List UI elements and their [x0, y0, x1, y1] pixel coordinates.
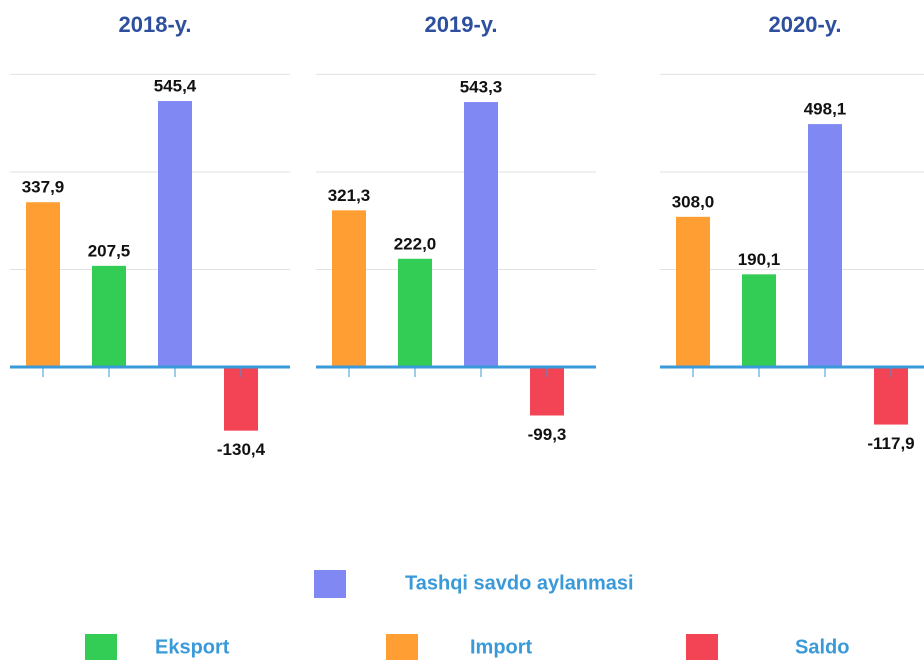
legend-label: Eksport	[155, 636, 230, 658]
chart-title: 2019-y.	[425, 12, 498, 37]
value-label: 498,1	[804, 100, 847, 119]
bar	[742, 274, 776, 368]
chart-title: 2020-y.	[769, 12, 842, 37]
value-label: 222,0	[394, 234, 437, 253]
bar	[224, 367, 258, 431]
bar	[158, 101, 192, 368]
bar	[676, 216, 710, 368]
value-label: 207,5	[88, 241, 131, 260]
legend-swatch	[314, 570, 346, 598]
value-label: 321,3	[328, 186, 371, 205]
bar	[26, 202, 60, 368]
legend-label: Tashqi savdo aylanmasi	[405, 572, 634, 594]
value-label: 543,3	[460, 78, 503, 97]
legend-swatch	[85, 634, 117, 660]
legend-label: Saldo	[795, 636, 849, 658]
chart-title: 2018-y.	[119, 12, 192, 37]
legend-swatch	[686, 634, 718, 660]
bar	[92, 265, 126, 368]
legend-swatch	[386, 634, 418, 660]
value-label: 308,0	[672, 192, 715, 211]
value-label: -130,4	[217, 440, 266, 459]
legend-label: Import	[470, 636, 533, 658]
value-label: -117,9	[867, 434, 914, 453]
value-label: 190,1	[738, 250, 781, 269]
value-label: -99,3	[528, 425, 567, 444]
value-label: 545,4	[154, 77, 197, 96]
bar	[808, 124, 842, 368]
bar	[332, 210, 366, 368]
bar	[464, 102, 498, 368]
value-label: 337,9	[22, 178, 65, 197]
bar	[398, 258, 432, 368]
